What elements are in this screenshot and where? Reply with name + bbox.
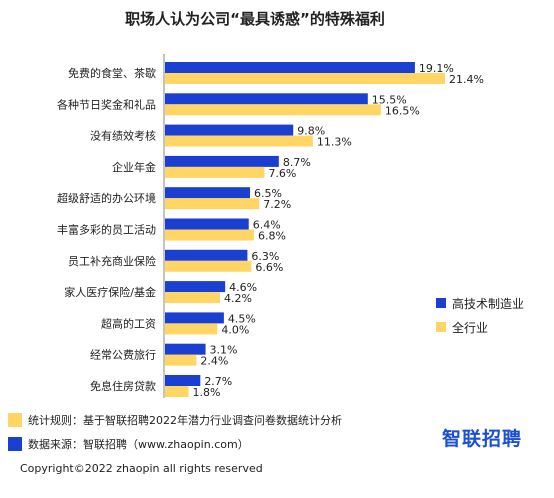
chart-title: 职场人认为公司“最具诱惑”的特殊福利 xyxy=(125,10,385,28)
copyright-text: Copyright©2022 zhaopin all rights reserv… xyxy=(20,462,263,475)
data-label: 11.3% xyxy=(317,136,352,149)
bar-high-tech xyxy=(165,375,201,386)
category-label: 各种节日奖金和礼品 xyxy=(57,97,156,111)
data-label: 16.5% xyxy=(385,104,420,117)
bar-all-industry xyxy=(165,292,220,304)
bar-high-tech xyxy=(165,124,294,136)
bar-high-tech xyxy=(165,249,248,261)
bar-high-tech xyxy=(165,218,249,230)
bar-all-industry xyxy=(165,135,313,147)
bar-all-industry xyxy=(165,386,189,397)
source-swatch xyxy=(8,437,22,451)
category-label: 员工补充商业保险 xyxy=(68,254,156,268)
data-label: 7.6% xyxy=(268,167,296,180)
legend-swatch xyxy=(436,322,446,332)
data-label: 15.5% xyxy=(372,93,407,106)
category-label: 家人医疗保险/基金 xyxy=(64,285,156,299)
bar-high-tech xyxy=(165,62,415,73)
data-label: 4.2% xyxy=(224,292,252,305)
legend-swatch xyxy=(436,298,446,308)
bar-all-industry xyxy=(165,166,265,178)
bar-all-industry xyxy=(165,73,445,84)
bar-high-tech xyxy=(165,93,368,105)
data-label: 6.4% xyxy=(253,219,281,232)
bar-high-tech xyxy=(165,187,251,199)
bar-all-industry xyxy=(165,229,254,241)
category-label: 超级舒适的办公环境 xyxy=(57,191,156,205)
category-label: 超高的工资 xyxy=(101,316,156,330)
bar-high-tech xyxy=(165,155,279,167)
brand-logo: 智联招聘 xyxy=(442,428,523,450)
data-label: 4.5% xyxy=(228,312,256,325)
data-label: 21.4% xyxy=(449,73,484,86)
bar-all-industry xyxy=(165,260,252,272)
bar-chart: 职场人认为公司“最具诱惑”的特殊福利 免费的食堂、茶歇 19.1%21.4% 各种节… xyxy=(57,10,524,399)
data-source-note: 数据来源：智联招聘（www.zhaopin.com） xyxy=(8,436,249,452)
data-label: 1.8% xyxy=(193,386,221,399)
bar-high-tech xyxy=(165,343,206,355)
bar-all-industry xyxy=(165,354,197,366)
bar-high-tech xyxy=(165,281,226,293)
data-label: 4.0% xyxy=(221,323,249,336)
data-label: 7.2% xyxy=(263,198,291,211)
data-source-text: 数据来源：智联招聘（www.zhaopin.com） xyxy=(28,438,249,451)
data-label: 6.8% xyxy=(258,230,286,243)
category-label: 企业年金 xyxy=(112,160,156,174)
bar-high-tech xyxy=(165,312,224,324)
data-label: 6.5% xyxy=(254,187,282,200)
category-label: 丰富多彩的员工活动 xyxy=(57,223,156,237)
legend-entry: 高技术制造业 xyxy=(452,296,524,311)
data-label: 6.3% xyxy=(251,250,279,263)
bars-layer: 免费的食堂、茶歇 19.1%21.4% 各种节日奖金和礼品 15.5%16.5% 没有绩… xyxy=(57,62,484,399)
category-label: 免息住房贷款 xyxy=(90,379,156,393)
category-label: 没有绩效考核 xyxy=(90,129,156,143)
data-label: 6.6% xyxy=(255,261,283,274)
stat-rule-text: 统计规则：基于智联招聘2022年潜力行业调查问卷数据统计分析 xyxy=(28,414,342,427)
bar-all-industry xyxy=(165,198,260,210)
data-label: 9.8% xyxy=(297,125,325,138)
bar-all-industry xyxy=(165,323,218,335)
category-label: 免费的食堂、茶歇 xyxy=(68,66,156,80)
data-label: 19.1% xyxy=(419,62,454,75)
data-label: 3.1% xyxy=(210,344,238,357)
category-label: 经常公费旅行 xyxy=(90,348,156,362)
data-label: 2.4% xyxy=(200,355,228,368)
data-label: 2.7% xyxy=(204,375,232,388)
stat-rule-note: 统计规则：基于智联招聘2022年潜力行业调查问卷数据统计分析 xyxy=(8,412,342,428)
data-label: 4.6% xyxy=(229,281,257,294)
note-swatch xyxy=(8,413,22,427)
data-label: 8.7% xyxy=(283,156,311,169)
bar-all-industry xyxy=(165,104,381,116)
legend-entry: 全行业 xyxy=(452,320,488,335)
